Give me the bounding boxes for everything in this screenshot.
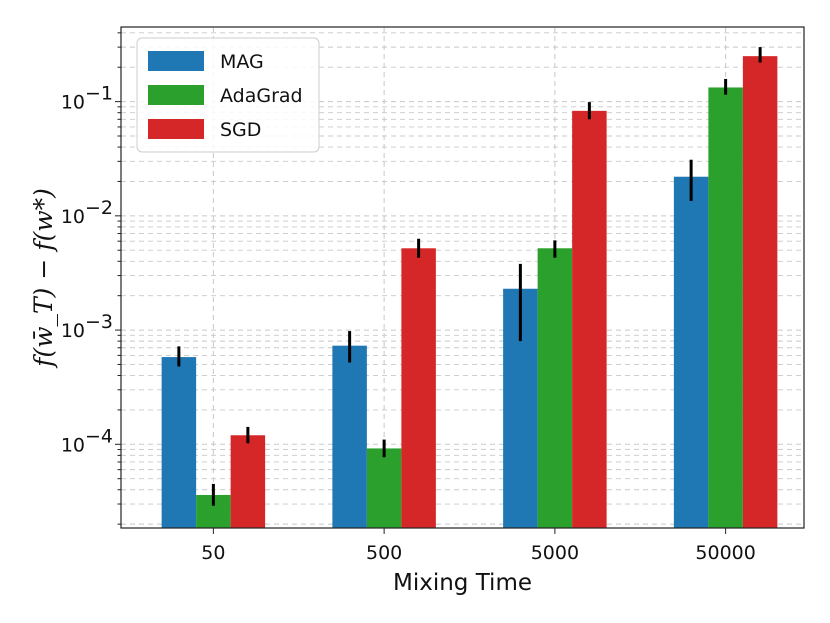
y-tick-exponent: −3 xyxy=(85,311,113,333)
y-axis-title-group: f(w̄_T) − f(w*) xyxy=(29,188,58,369)
legend-swatch-sgd xyxy=(148,119,204,139)
legend-label: MAG xyxy=(220,51,264,73)
bar-adagrad xyxy=(708,87,743,528)
bar-mag xyxy=(332,345,367,528)
bar-sgd xyxy=(230,435,266,528)
y-tick-label: 10 xyxy=(61,320,85,342)
y-axis-title: f(w̄_T) − f(w*) xyxy=(29,188,58,369)
y-tick-label: 10 xyxy=(61,206,85,228)
y-tick-label: 10 xyxy=(61,434,85,456)
legend-label: SGD xyxy=(220,119,261,141)
legend-swatch-mag xyxy=(148,51,204,71)
legend-swatch-adagrad xyxy=(148,85,204,105)
legend: MAG AdaGrad SGD xyxy=(136,37,320,153)
y-tick-exponent: −1 xyxy=(85,83,113,105)
x-tick-label: 50000 xyxy=(695,542,755,564)
bar-sgd xyxy=(401,248,436,528)
y-tick-label: 10 xyxy=(61,92,85,114)
bar-adagrad xyxy=(366,448,402,528)
bar-sgd xyxy=(572,110,607,529)
x-tick-label: 50 xyxy=(201,542,225,564)
y-tick-exponent: −2 xyxy=(85,197,113,219)
bars xyxy=(161,56,778,529)
y-tick-exponent: −4 xyxy=(85,425,113,447)
x-tick-label: 5000 xyxy=(531,542,579,564)
x-tick-label: 500 xyxy=(366,542,402,564)
legend-label: AdaGrad xyxy=(220,85,303,107)
bar-mag xyxy=(161,357,197,528)
plot-frame xyxy=(120,26,805,529)
bar-mag xyxy=(673,176,709,528)
x-axis-title: Mixing Time xyxy=(393,570,532,596)
bar-sgd xyxy=(742,56,778,529)
bar-adagrad xyxy=(537,248,573,528)
error-bars xyxy=(177,47,762,506)
